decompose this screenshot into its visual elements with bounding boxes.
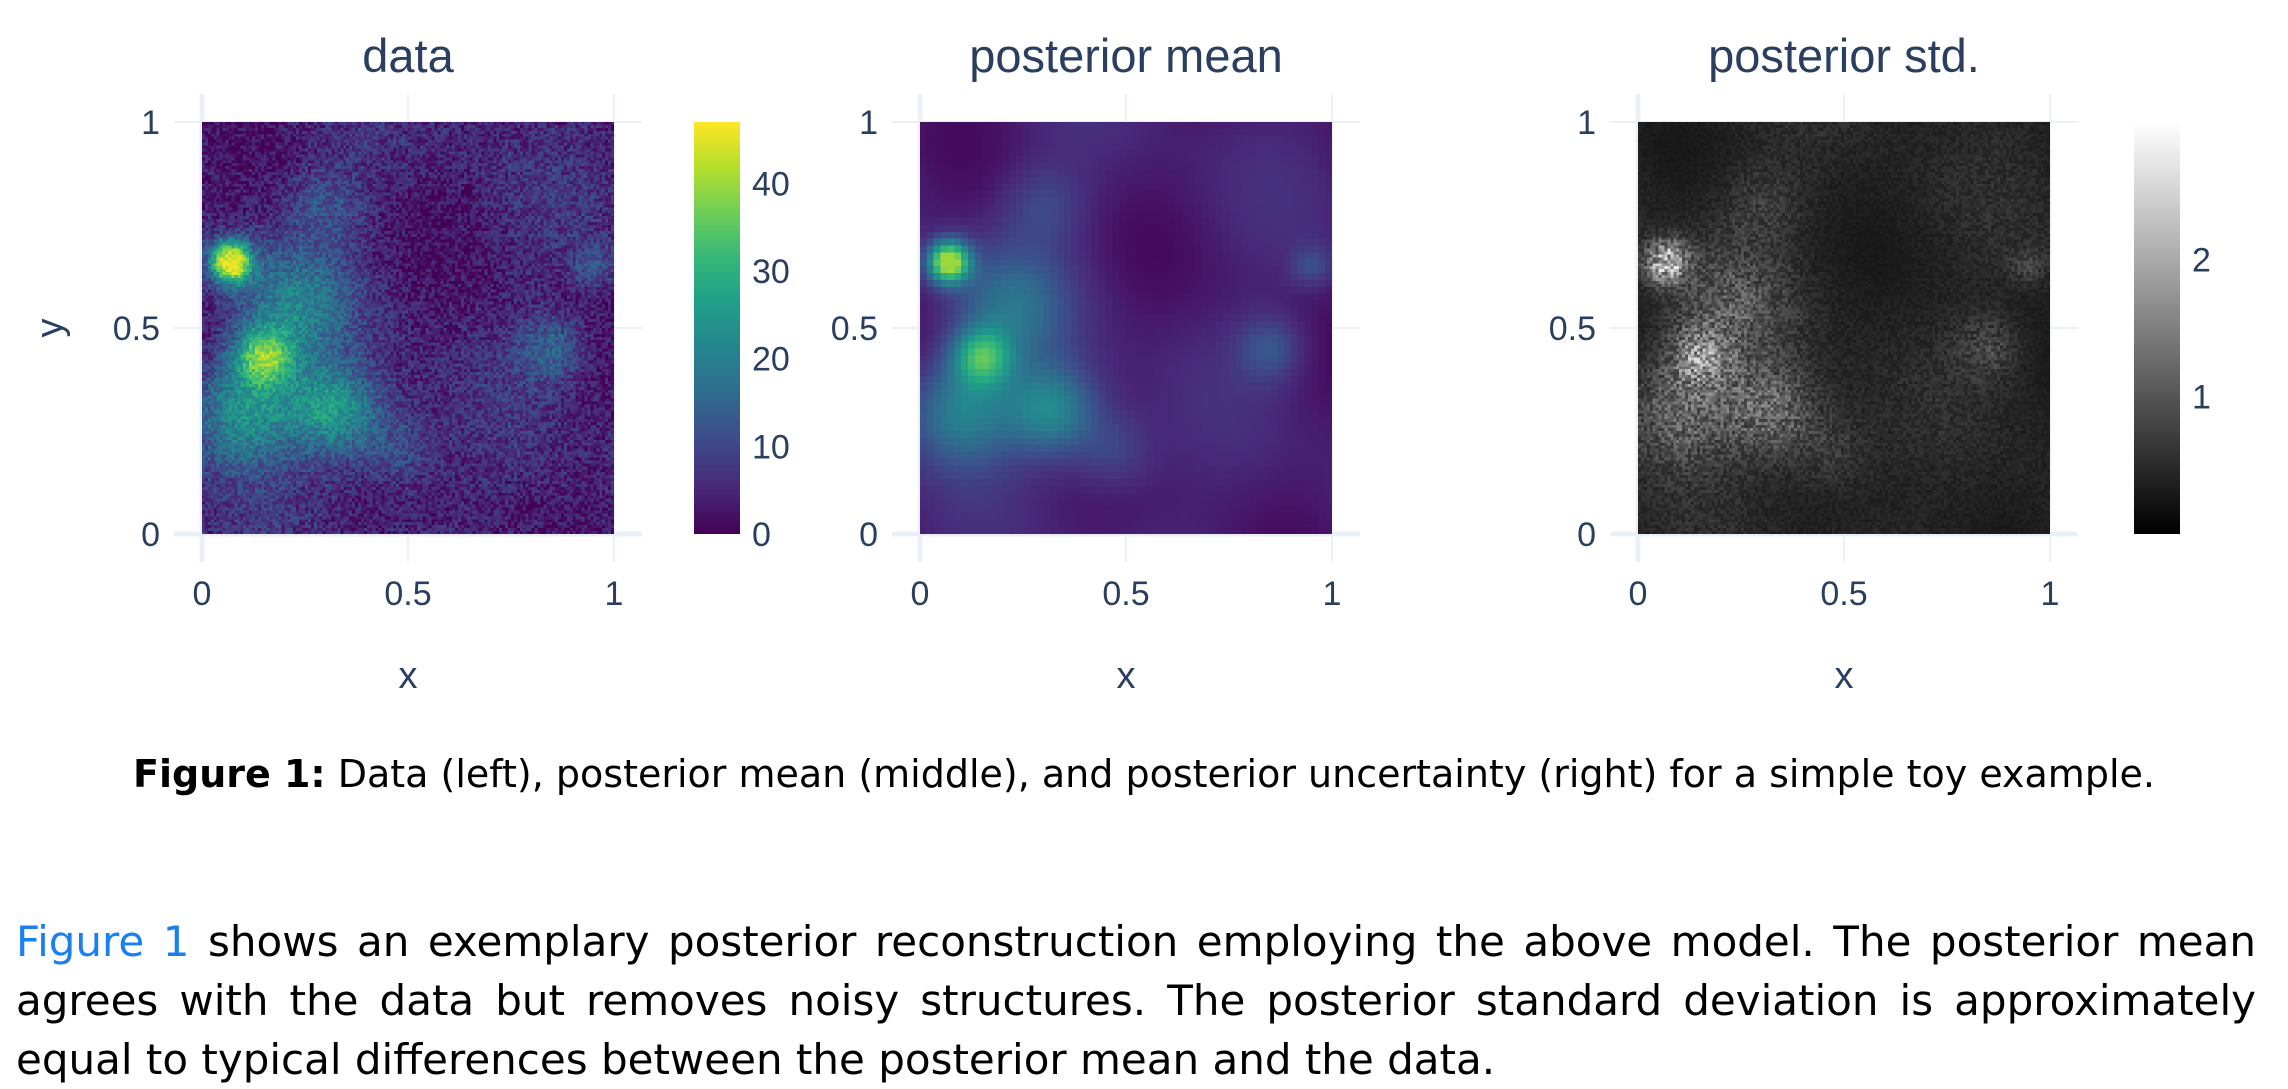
x-axis-label: x bbox=[399, 655, 418, 697]
heatmap-image bbox=[202, 122, 614, 534]
colorbar-tick-label: 0 bbox=[752, 516, 771, 554]
y-axis-label: y bbox=[29, 319, 71, 338]
colorbar-gradient bbox=[2134, 122, 2180, 534]
heatmap-image bbox=[1638, 122, 2050, 534]
x-tick-label: 0.5 bbox=[384, 575, 431, 613]
x-tick-label: 0.5 bbox=[1102, 575, 1149, 613]
paragraph-text: shows an exemplary posterior reconstruct… bbox=[16, 917, 2257, 1084]
x-tick-label: 0.5 bbox=[1820, 575, 1867, 613]
y-tick-label: 0.5 bbox=[831, 310, 878, 348]
colorbar: 12 bbox=[2134, 122, 2211, 534]
caption-text: Data (left), posterior mean (middle), an… bbox=[337, 752, 2155, 796]
panel-title: posterior mean bbox=[969, 29, 1283, 82]
x-tick-label: 0 bbox=[1629, 575, 1648, 613]
y-tick-label: 1 bbox=[859, 104, 878, 142]
y-tick-label: 0.5 bbox=[1549, 310, 1596, 348]
y-tick-label: 0 bbox=[1577, 516, 1596, 554]
colorbar-tick-label: 2 bbox=[2192, 241, 2211, 279]
y-tick-label: 1 bbox=[1577, 104, 1596, 142]
colorbar-tick-label: 20 bbox=[752, 341, 790, 379]
x-tick-label: 1 bbox=[2041, 575, 2060, 613]
y-tick-label: 0 bbox=[141, 516, 160, 554]
x-tick-label: 0 bbox=[193, 575, 212, 613]
x-tick-label: 1 bbox=[605, 575, 624, 613]
x-axis-label: x bbox=[1835, 655, 1854, 697]
x-axis-label: x bbox=[1117, 655, 1136, 697]
colorbar-tick-label: 1 bbox=[2192, 379, 2211, 417]
panel-title: posterior std. bbox=[1708, 29, 1980, 82]
colorbar: 0 10 20 30 40 bbox=[694, 122, 790, 554]
panel-2: posterior mean 0 0.5 1 0 0.5 1 x bbox=[831, 29, 1360, 697]
heatmap-image bbox=[920, 122, 1332, 534]
figure-caption: Figure 1: Data (left), posterior mean (m… bbox=[0, 752, 2288, 796]
figure-reference-link[interactable]: Figure 1 bbox=[16, 917, 190, 966]
caption-label: Figure 1: bbox=[133, 752, 326, 796]
x-tick-label: 0 bbox=[911, 575, 930, 613]
y-tick-label: 0 bbox=[859, 516, 878, 554]
x-tick-label: 1 bbox=[1323, 575, 1342, 613]
colorbar-tick-label: 10 bbox=[752, 428, 790, 466]
y-tick-label: 0.5 bbox=[113, 310, 160, 348]
colorbar-tick-label: 30 bbox=[752, 253, 790, 291]
body-paragraph: Figure 1 shows an exemplary posterior re… bbox=[16, 912, 2256, 1089]
y-tick-label: 1 bbox=[141, 104, 160, 142]
colorbar-tick-label: 40 bbox=[752, 165, 790, 203]
colorbar-gradient bbox=[694, 122, 740, 534]
panel-title: data bbox=[362, 29, 454, 82]
